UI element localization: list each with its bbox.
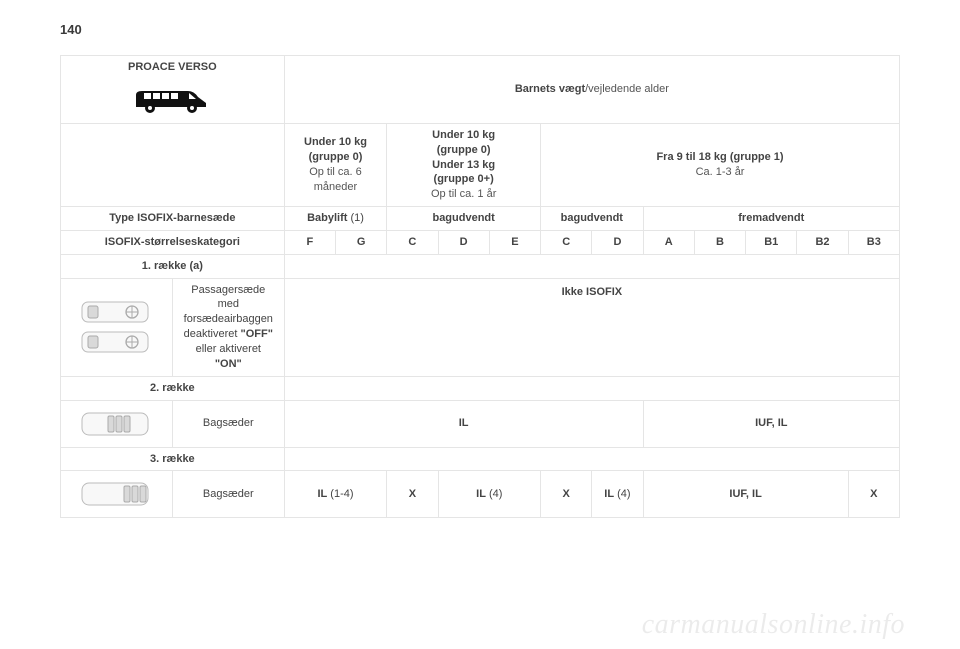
- row2-seat-desc: Bagsæder: [172, 400, 284, 447]
- van-icon: [132, 81, 212, 117]
- row1-seat-icons: [61, 278, 173, 376]
- row1-seat-l4: deaktiveret "OFF": [176, 327, 281, 342]
- weight-age-header: Barnets vægt/vejledende alder: [284, 56, 899, 124]
- size-D2: D: [592, 230, 643, 254]
- wg0-l2: (gruppe 0): [288, 150, 384, 165]
- weight-age-rest: /vejledende alder: [585, 83, 669, 95]
- empty-cell: [61, 123, 285, 206]
- row3-x1: X: [387, 471, 438, 518]
- type-babylift-rest: (1): [347, 212, 364, 224]
- size-D1: D: [438, 230, 489, 254]
- row1-header: 1. række (a): [61, 254, 285, 278]
- wg0p-l5: Op til ca. 1 år: [390, 187, 537, 202]
- row1-value: Ikke ISOFIX: [284, 278, 899, 376]
- type-fremadvendt: fremadvendt: [643, 207, 899, 231]
- wg0p-l4: (gruppe 0+): [390, 172, 537, 187]
- model-name: PROACE VERSO: [64, 60, 281, 75]
- size-B1: B1: [746, 230, 797, 254]
- wg0p-l2: (gruppe 0): [390, 143, 537, 158]
- weight-group-0plus: Under 10 kg (gruppe 0) Under 13 kg (grup…: [387, 123, 541, 206]
- type-bagudvendt-2: bagudvendt: [541, 207, 644, 231]
- size-F: F: [284, 230, 335, 254]
- weight-group-1: Fra 9 til 18 kg (gruppe 1) Ca. 1-3 år: [541, 123, 900, 206]
- wg0-l3: Op til ca. 6: [288, 165, 384, 180]
- weight-group-0: Under 10 kg (gruppe 0) Op til ca. 6 måne…: [284, 123, 387, 206]
- row1-seat-l2: med: [176, 297, 281, 312]
- row3-header-empty: [284, 447, 899, 471]
- page-number: 140: [60, 22, 900, 37]
- row3-iuf: IUF, IL: [643, 471, 848, 518]
- wg1-l2: Ca. 1-3 år: [544, 165, 896, 180]
- row3-seat-icon: [61, 471, 173, 518]
- row1-seat-l5: eller aktiveret: [176, 342, 281, 357]
- type-babylift: Babylift (1): [284, 207, 387, 231]
- row3-d2-rest: (4): [614, 488, 631, 500]
- weight-age-bold: Barnets vægt: [515, 83, 585, 95]
- row1-seat-l4-pre: deaktiveret: [184, 328, 241, 340]
- row1-seat-l1: Passagersæde: [176, 283, 281, 298]
- type-bagudvendt-1: bagudvendt: [387, 207, 541, 231]
- row3-fg-rest: (1-4): [327, 488, 353, 500]
- size-B: B: [694, 230, 745, 254]
- wg0-l1: Under 10 kg: [288, 135, 384, 150]
- isofix-table: PROACE VERSO Barnets vægt/vejledende ald…: [60, 55, 900, 518]
- size-category-label: ISOFIX-størrelseskategori: [61, 230, 285, 254]
- row1-seat-l6: "ON": [176, 357, 281, 372]
- size-G: G: [335, 230, 386, 254]
- row3-d2: IL (4): [592, 471, 643, 518]
- seat-diagram-icon: [80, 298, 152, 326]
- row2-seat-icon: [61, 400, 173, 447]
- row3-x2: X: [541, 471, 592, 518]
- row3-seat-desc: Bagsæder: [172, 471, 284, 518]
- size-A: A: [643, 230, 694, 254]
- size-B2: B2: [797, 230, 848, 254]
- size-C2: C: [541, 230, 592, 254]
- row1-seat-desc: Passagersæde med forsædeairbaggen deakti…: [172, 278, 284, 376]
- wg0p-l3: Under 13 kg: [390, 158, 537, 173]
- model-header-cell: PROACE VERSO: [61, 56, 285, 124]
- size-B3: B3: [848, 230, 899, 254]
- row1-header-empty: [284, 254, 899, 278]
- row3-fg: IL (1-4): [284, 471, 387, 518]
- seat-diagram-icon: [80, 328, 152, 356]
- size-C1: C: [387, 230, 438, 254]
- type-babylift-bold: Babylift: [307, 212, 347, 224]
- row3-d2-bold: IL: [604, 488, 614, 500]
- row3-fg-bold: IL: [317, 488, 327, 500]
- size-E: E: [489, 230, 540, 254]
- row2-value-iuf: IUF, IL: [643, 400, 899, 447]
- type-isofix-label: Type ISOFIX-barnesæde: [61, 207, 285, 231]
- row3-header: 3. række: [61, 447, 285, 471]
- watermark: carmanualsonline.info: [642, 609, 905, 641]
- row3-de-rest: (4): [486, 488, 503, 500]
- row1-seat-l3: forsædeairbaggen: [176, 312, 281, 327]
- row2-header-empty: [284, 376, 899, 400]
- row2-header: 2. række: [61, 376, 285, 400]
- wg0-l4: måneder: [288, 180, 384, 195]
- row3-de: IL (4): [438, 471, 541, 518]
- seat-diagram-icon: [80, 479, 152, 509]
- seat-diagram-icon: [80, 409, 152, 439]
- row3-x3: X: [848, 471, 899, 518]
- wg1-l1: Fra 9 til 18 kg (gruppe 1): [544, 150, 896, 165]
- row1-seat-l4-bold: "OFF": [241, 328, 273, 340]
- wg0p-l1: Under 10 kg: [390, 128, 537, 143]
- row2-value-il: IL: [284, 400, 643, 447]
- row3-de-bold: IL: [476, 488, 486, 500]
